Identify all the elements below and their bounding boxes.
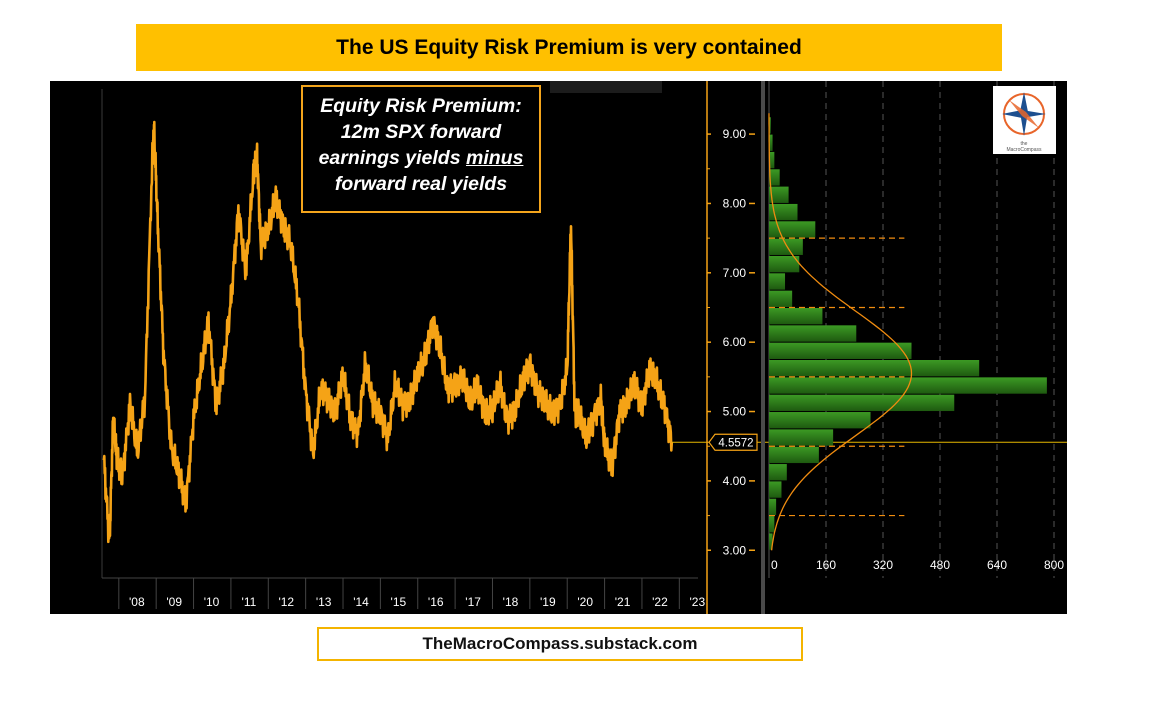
hist-bar-10 [769, 360, 980, 377]
y-tick-label-1: 8.00 [723, 196, 747, 210]
footer-box: TheMacroCompass.substack.com [317, 627, 803, 661]
x-tick-label-11: '19 [540, 595, 556, 609]
x-tick-label-9: '17 [465, 595, 481, 609]
annotation-line-1: Equity Risk Premium: [320, 95, 522, 117]
hist-bar-20 [769, 186, 789, 203]
hist-bar-3 [769, 481, 782, 498]
hist-bar-5 [769, 446, 819, 464]
hist-bar-4 [769, 464, 787, 481]
annotation-minus: minus [465, 147, 524, 169]
x-tick-label-14: '22 [652, 595, 668, 609]
y-tick-label-6: 3.00 [723, 543, 747, 557]
hist-bar-9 [769, 377, 1047, 394]
hist-x-label-3: 480 [930, 558, 950, 572]
last-value-flag: 4.5572 [708, 433, 758, 451]
x-tick-label-1: '09 [166, 595, 182, 609]
x-tick-label-2: '10 [204, 595, 220, 609]
hist-bar-18 [769, 221, 816, 238]
hist-bar-15 [769, 273, 786, 290]
hist-bar-19 [769, 203, 798, 221]
annotation-box: Equity Risk Premium: 12m SPX forward ear… [301, 85, 541, 213]
chart-panel: '08 '09 '10 '11 '12 '13 '14 '15 '16 '17 '18 '19 '20 '… [50, 81, 1067, 614]
hist-x-label-4: 640 [987, 558, 1007, 572]
hist-bar-21 [769, 169, 780, 186]
y-tick-label-5: 4.00 [723, 474, 747, 488]
y-tick-label-2: 7.00 [723, 266, 747, 280]
erp-line-series [102, 120, 674, 544]
y-tick-label-0: 9.00 [723, 127, 747, 141]
hist-bar-12 [769, 325, 857, 342]
x-tick-label-6: '14 [353, 595, 369, 609]
hist-x-label-0: 0 [771, 558, 778, 572]
x-tick-label-10: '18 [503, 595, 519, 609]
hist-bar-1 [769, 516, 775, 533]
hist-bar-23 [769, 134, 773, 151]
hist-bar-7 [769, 412, 871, 429]
hist-bar-22 [769, 151, 775, 169]
hist-bar-13 [769, 307, 823, 325]
x-tick-label-12: '20 [577, 595, 593, 609]
x-tick-label-8: '16 [428, 595, 444, 609]
x-tick-label-5: '13 [316, 595, 332, 609]
svg-text:the: the [1021, 141, 1028, 147]
x-tick-label-15: '23 [689, 595, 705, 609]
annotation-line-3a: earnings yields [318, 147, 466, 169]
last-value-flag-box [708, 433, 758, 451]
hist-bar-8 [769, 394, 955, 412]
compass-logo-icon: the MacroCompass [993, 86, 1056, 154]
hist-bar-14 [769, 290, 793, 307]
toolbar-strip [550, 81, 662, 93]
hist-bar-6 [769, 429, 834, 446]
x-tick-label-0: '08 [129, 595, 145, 609]
footer-url[interactable]: TheMacroCompass.substack.com [422, 634, 698, 653]
hist-bar-17 [769, 238, 803, 255]
x-tick-label-7: '15 [391, 595, 407, 609]
y-tick-label-3: 6.00 [723, 335, 747, 349]
chart-title: The US Equity Risk Premium is very conta… [336, 35, 802, 59]
chart-svg: '08 '09 '10 '11 '12 '13 '14 '15 '16 '17 '18 '19 '20 '… [101, 81, 1067, 614]
x-tick-label-4: '12 [278, 595, 294, 609]
annotation-line-4: forward real yields [334, 173, 508, 195]
hist-x-label-1: 160 [816, 558, 836, 572]
hist-bar-2 [769, 498, 777, 516]
hist-x-label-2: 320 [873, 558, 893, 572]
hist-bar-16 [769, 255, 800, 273]
panel-separator [761, 81, 765, 614]
x-tick-label-13: '21 [615, 595, 631, 609]
annotation-line-2: 12m SPX forward [340, 121, 502, 143]
y-tick-label-4: 5.00 [723, 405, 747, 419]
x-tick-label-3: '11 [242, 595, 257, 609]
annotation-line-3: earnings yields minus [303, 145, 539, 171]
hist-bar-24 [769, 117, 771, 134]
title-banner: The US Equity Risk Premium is very conta… [136, 24, 1002, 71]
last-value-label: 4.5572 [718, 438, 753, 450]
hist-bar-0 [769, 533, 773, 550]
svg-text:MacroCompass: MacroCompass [1006, 147, 1042, 153]
hist-x-label-5: 800 [1044, 558, 1064, 572]
hist-bar-11 [769, 342, 912, 360]
normal-curve [768, 113, 913, 551]
